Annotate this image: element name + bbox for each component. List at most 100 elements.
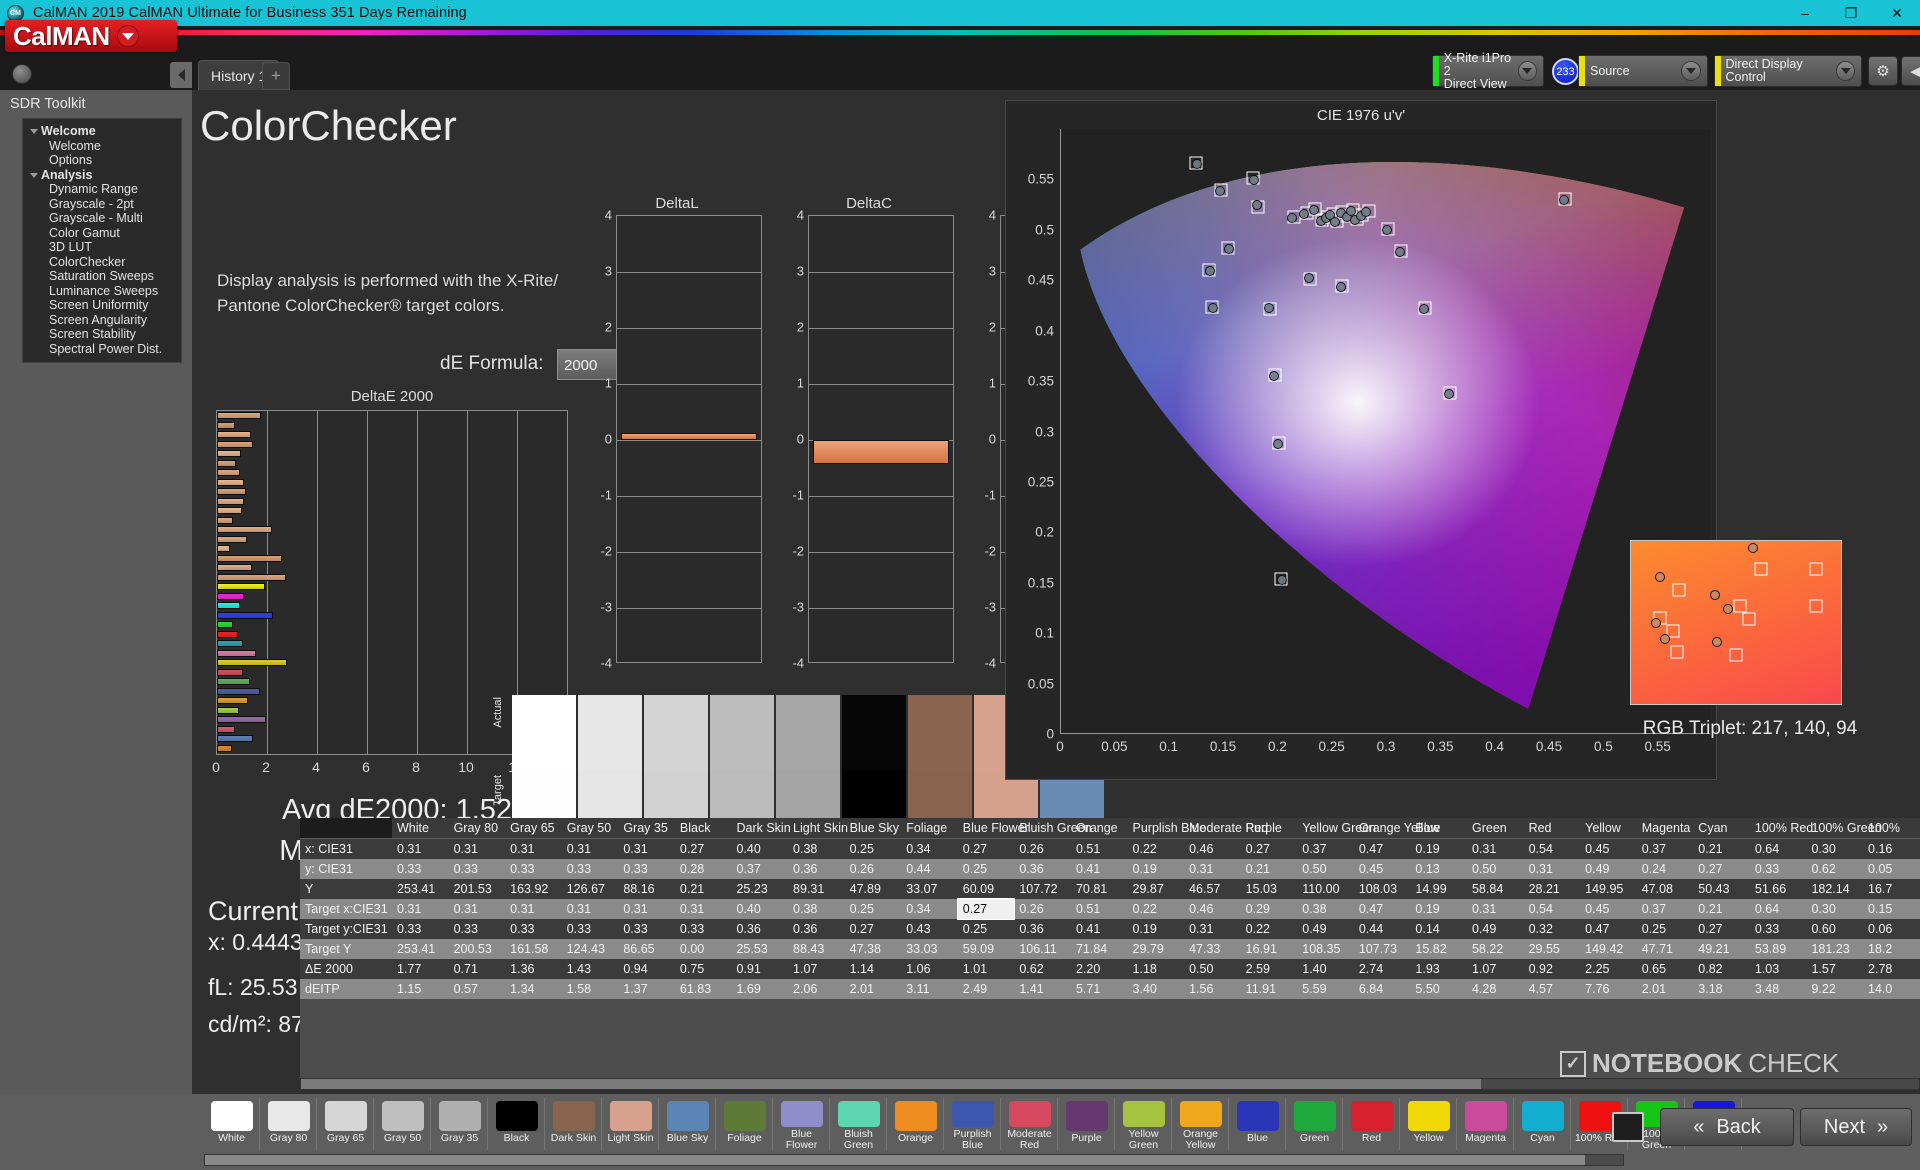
- table-cell[interactable]: 0.33: [623, 922, 648, 936]
- table-cell[interactable]: 29.79: [1132, 942, 1164, 956]
- table-cell[interactable]: 0.34: [906, 902, 931, 916]
- color-patch-green[interactable]: Green: [1287, 1098, 1343, 1150]
- sidebar-item-colorchecker[interactable]: ColorChecker: [23, 255, 181, 270]
- table-cell[interactable]: 0.31: [566, 842, 592, 856]
- table-cell[interactable]: 1.14: [849, 962, 874, 976]
- sidebar-item-welcome[interactable]: Welcome: [23, 124, 181, 139]
- table-cell[interactable]: 0.62: [1811, 862, 1836, 876]
- color-patch-foliage[interactable]: Foliage: [717, 1098, 773, 1150]
- table-cell[interactable]: 14.99: [1415, 882, 1447, 896]
- table-cell[interactable]: 0.51: [1075, 902, 1101, 916]
- table-cell[interactable]: 0.40: [736, 902, 761, 916]
- table-cell[interactable]: 0.41: [1075, 862, 1101, 876]
- color-patch-gray-50[interactable]: Gray 50: [375, 1098, 431, 1150]
- table-cell[interactable]: 70.81: [1075, 882, 1108, 896]
- table-cell[interactable]: 0.21: [1698, 842, 1723, 856]
- minimize-icon[interactable]: –: [1801, 5, 1809, 21]
- table-cell[interactable]: 0.33: [510, 862, 535, 876]
- color-patch-gray-65[interactable]: Gray 65: [318, 1098, 374, 1150]
- table-horizontal-scrollbar[interactable]: [300, 1078, 1920, 1090]
- table-cell[interactable]: 0.71: [453, 962, 478, 976]
- table-cell[interactable]: 0.37: [1302, 842, 1327, 856]
- color-patch-dark-skin[interactable]: Dark Skin: [546, 1098, 602, 1150]
- table-cell[interactable]: 1.07: [793, 962, 818, 976]
- table-cell[interactable]: 0.62: [1019, 962, 1044, 976]
- table-cell[interactable]: 0.36: [736, 922, 761, 936]
- table-column-header[interactable]: Dark Skin: [731, 818, 791, 839]
- table-cell[interactable]: 253.41: [397, 882, 436, 896]
- table-cell[interactable]: 89.31: [793, 882, 825, 896]
- table-cell[interactable]: 0.33: [679, 922, 705, 936]
- chevron-down-icon[interactable]: [1517, 61, 1538, 81]
- table-cell[interactable]: 201.53: [453, 882, 492, 896]
- table-cell[interactable]: 1.03: [1754, 962, 1780, 976]
- table-cell[interactable]: 0.37: [1641, 842, 1667, 856]
- sidebar-item-screen-uniformity[interactable]: Screen Uniformity: [23, 298, 181, 313]
- sidebar-item-screen-angularity[interactable]: Screen Angularity: [23, 313, 181, 328]
- color-patch-white[interactable]: White: [204, 1098, 260, 1150]
- source-selector[interactable]: Source: [1578, 55, 1708, 87]
- table-cell[interactable]: 2.59: [1245, 962, 1271, 976]
- table-cell[interactable]: 0.41: [1075, 922, 1101, 936]
- table-column-header[interactable]: Orange Yellow: [1353, 818, 1439, 839]
- table-column-header[interactable]: Gray 50: [561, 818, 619, 839]
- table-cell[interactable]: 0.00: [679, 942, 705, 956]
- table-cell[interactable]: 1.01: [962, 962, 988, 976]
- table-cell[interactable]: 0.38: [1302, 902, 1327, 916]
- table-cell[interactable]: 1.07: [1471, 962, 1497, 976]
- color-patch-blue-sky[interactable]: Blue Sky: [660, 1098, 716, 1150]
- table-cell[interactable]: 0.31: [623, 842, 648, 856]
- table-cell[interactable]: 0.38: [793, 902, 818, 916]
- table-cell[interactable]: 1.37: [623, 982, 648, 996]
- table-cell[interactable]: 0.46: [1189, 842, 1214, 856]
- table-cell[interactable]: 88.16: [623, 882, 655, 896]
- table-cell[interactable]: 0.31: [566, 902, 592, 916]
- chevron-down-icon[interactable]: [1836, 61, 1856, 81]
- table-column-header[interactable]: 100% Green: [1806, 818, 1882, 839]
- table-cell[interactable]: 0.49: [1471, 922, 1497, 936]
- color-patch-light-skin[interactable]: Light Skin: [603, 1098, 659, 1150]
- table-cell[interactable]: 0.28: [679, 862, 705, 876]
- table-cell[interactable]: 0.29: [1245, 902, 1271, 916]
- table-cell[interactable]: 60.09: [962, 882, 995, 896]
- sidebar-item-luminance-sweeps[interactable]: Luminance Sweeps: [23, 284, 181, 299]
- table-cell[interactable]: 47.08: [1641, 882, 1673, 896]
- back-button[interactable]: « Back: [1660, 1108, 1794, 1146]
- table-cell[interactable]: 2.78: [1868, 962, 1893, 976]
- sidebar-item-welcome[interactable]: Welcome: [23, 139, 181, 154]
- table-cell[interactable]: 161.58: [510, 942, 549, 956]
- table-cell[interactable]: 0.31: [1189, 862, 1214, 876]
- table-cell[interactable]: 0.30: [1811, 842, 1836, 856]
- table-cell[interactable]: 0.24: [1641, 862, 1667, 876]
- table-cell[interactable]: 0.31: [1528, 862, 1553, 876]
- table-cell[interactable]: 0.82: [1698, 962, 1723, 976]
- table-cell[interactable]: 3.18: [1698, 982, 1723, 996]
- table-cell[interactable]: 0.45: [1585, 902, 1610, 916]
- table-cell[interactable]: 107.73: [1358, 942, 1398, 956]
- table-cell[interactable]: 163.92: [510, 882, 549, 896]
- chips-scrollbar[interactable]: [204, 1154, 1624, 1166]
- meter-selector[interactable]: X-Rite i1Pro 2 Direct View: [1432, 51, 1544, 90]
- table-cell[interactable]: 53.89: [1754, 942, 1787, 956]
- table-row[interactable]: Target x:CIE31 0.31 0.31 0.31 0.31 0.31 0.31 0.…: [300, 898, 1920, 920]
- table-column-header[interactable]: Cyan: [1693, 818, 1750, 839]
- table-cell[interactable]: 6.84: [1358, 982, 1384, 996]
- table-cell[interactable]: 0.31: [397, 902, 422, 916]
- table-cell[interactable]: 0.26: [1019, 842, 1044, 856]
- table-cell[interactable]: 0.21: [1245, 862, 1271, 876]
- table-cell[interactable]: 0.44: [906, 862, 931, 876]
- table-cell[interactable]: 1.41: [1019, 982, 1044, 996]
- table-cell[interactable]: 0.33: [397, 862, 422, 876]
- color-patch-purple[interactable]: Purple: [1059, 1098, 1115, 1150]
- table-cell[interactable]: 0.31: [623, 902, 648, 916]
- table-cell[interactable]: 61.83: [679, 982, 712, 996]
- add-tab-button[interactable]: +: [262, 62, 290, 90]
- table-cell[interactable]: 47.89: [849, 882, 881, 896]
- table-cell[interactable]: 0.64: [1754, 842, 1780, 856]
- table-cell[interactable]: 0.47: [1358, 842, 1384, 856]
- chevron-down-icon[interactable]: [116, 25, 139, 47]
- maximize-icon[interactable]: ❐: [1844, 4, 1858, 21]
- color-patch-blue-flower[interactable]: Blue Flower: [774, 1098, 830, 1150]
- table-column-header[interactable]: 100%: [1863, 818, 1920, 839]
- color-patch-gray-35[interactable]: Gray 35: [432, 1098, 488, 1150]
